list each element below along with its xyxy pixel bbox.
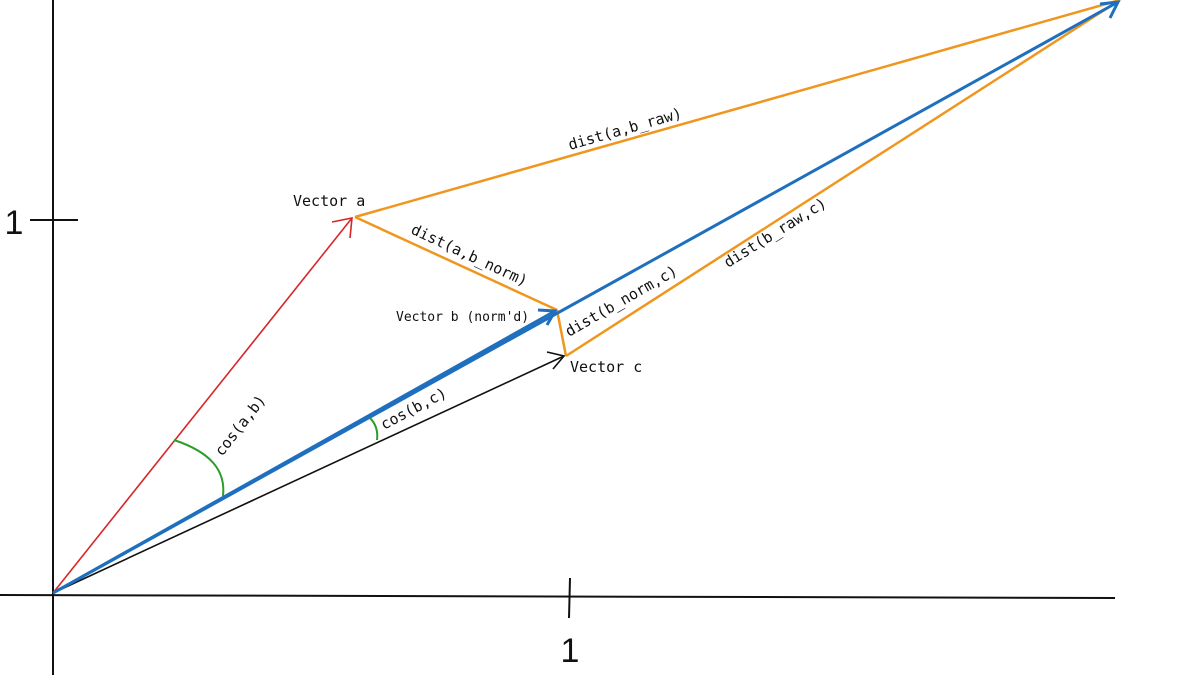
- vector-c-arrow: [52, 351, 566, 594]
- x-tick: [568, 577, 571, 619]
- dist-a-b-norm-label: dist(a,b_norm): [408, 220, 530, 290]
- vector-b-label: Vector b (norm'd): [396, 310, 529, 325]
- x-axis: [0, 594, 1116, 599]
- labels: Vector a Vector b (norm'd) Vector c dist…: [211, 104, 830, 459]
- vector-b-raw-arrow: [52, 0, 1121, 595]
- vector-a-label: Vector a: [293, 192, 365, 210]
- y-tick-label: 1: [5, 204, 24, 242]
- dist-b-raw-c-label: dist(b_raw,c): [721, 194, 830, 271]
- cos-a-b-label: cos(a,b): [211, 391, 270, 459]
- dist-a-b-norm-line: [354, 215, 558, 312]
- dist-b-raw-c-line: [565, 0, 1121, 358]
- axes: 1 1: [0, 0, 1116, 675]
- dist-a-b-raw-line: [354, 0, 1121, 219]
- vector-c-label: Vector c: [570, 358, 642, 376]
- distance-lines: [354, 0, 1121, 358]
- cos-a-b-arc: [173, 439, 225, 497]
- dist-b-norm-c-line: [555, 309, 568, 357]
- vector-a-arrow: [52, 217, 353, 594]
- cos-b-c-arc: [369, 417, 379, 441]
- angle-arcs: [173, 417, 379, 497]
- x-tick-label: 1: [561, 632, 580, 670]
